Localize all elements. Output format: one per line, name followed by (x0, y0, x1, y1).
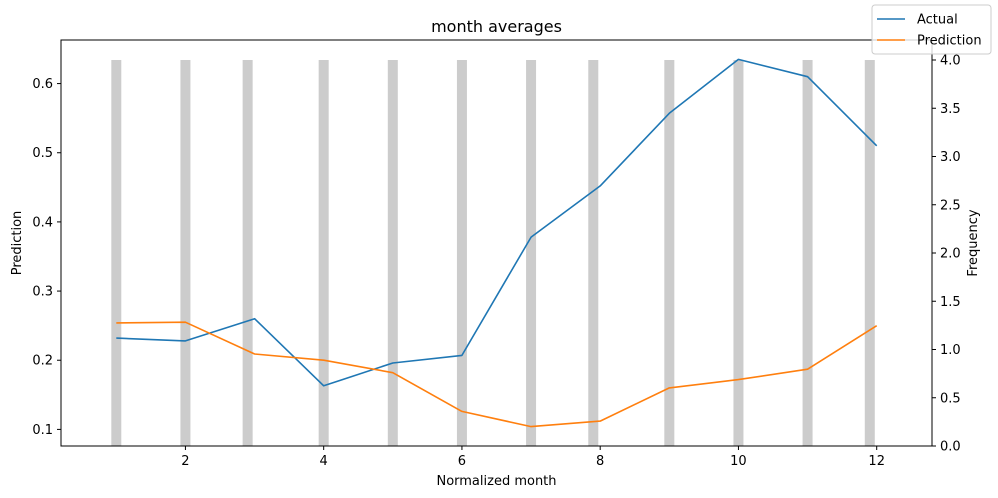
x-tick-label: 2 (181, 454, 189, 469)
y-tick-label: 0.4 (32, 215, 53, 230)
y2-axis-ticks: 0.0 0.5 1.0 1.5 2.0 2.5 3.0 3.5 4.0 (932, 54, 961, 455)
histogram-bar (456, 60, 467, 446)
series-line-actual (116, 58, 878, 387)
plot-area-frame (60, 39, 933, 447)
frequency-histogram (111, 60, 875, 446)
y2-axis-label: Frequency (966, 209, 981, 276)
y-tick-label: 0.1 (32, 423, 53, 438)
y-tick-label: 0.6 (32, 77, 53, 92)
histogram-bar (664, 60, 675, 446)
x-tick-label: 8 (596, 454, 604, 469)
x-tick-label: 10 (730, 454, 747, 469)
x-tick-label: 6 (458, 454, 466, 469)
y-tick-label: 0.2 (32, 354, 53, 369)
y2-tick-label: 3.5 (940, 102, 961, 117)
y2-tick-label: 0.0 (940, 440, 961, 455)
histogram-bar (180, 60, 191, 446)
histogram-bar (864, 60, 875, 446)
histogram-bar (526, 60, 537, 446)
y-axis-ticks: 0.1 0.2 0.3 0.4 0.5 0.6 (32, 77, 61, 438)
y-tick-label: 0.3 (32, 285, 53, 300)
y2-tick-label: 2.5 (940, 198, 961, 213)
y2-tick-label: 2.0 (940, 247, 961, 262)
x-tick-label: 4 (320, 454, 328, 469)
series-line-prediction (116, 321, 878, 428)
x-axis-ticks: 2 4 6 8 10 12 (181, 446, 885, 469)
y2-tick-label: 4.0 (940, 54, 961, 69)
legend-label-prediction: Prediction (917, 34, 982, 49)
histogram-bar (733, 60, 744, 446)
y2-tick-label: 0.5 (940, 391, 961, 406)
histogram-bar (588, 60, 599, 446)
y2-tick-label: 3.0 (940, 150, 961, 165)
histogram-bar (387, 60, 398, 446)
y2-tick-label: 1.0 (940, 343, 961, 358)
y2-tick-label: 1.5 (940, 295, 961, 310)
histogram-bar (802, 60, 813, 446)
chart-title: month averages (431, 17, 562, 36)
legend-box (871, 4, 992, 55)
legend-label-actual: Actual (917, 13, 958, 28)
x-axis-label: Normalized month (436, 474, 556, 489)
series-lines (116, 58, 878, 428)
histogram-bar (111, 60, 122, 446)
legend: Actual Prediction (871, 4, 992, 55)
x-tick-label: 12 (868, 454, 885, 469)
y-tick-label: 0.5 (32, 146, 53, 161)
histogram-bar (318, 60, 329, 446)
y-axis-label: Prediction (10, 211, 25, 276)
histogram-bar (242, 60, 253, 446)
